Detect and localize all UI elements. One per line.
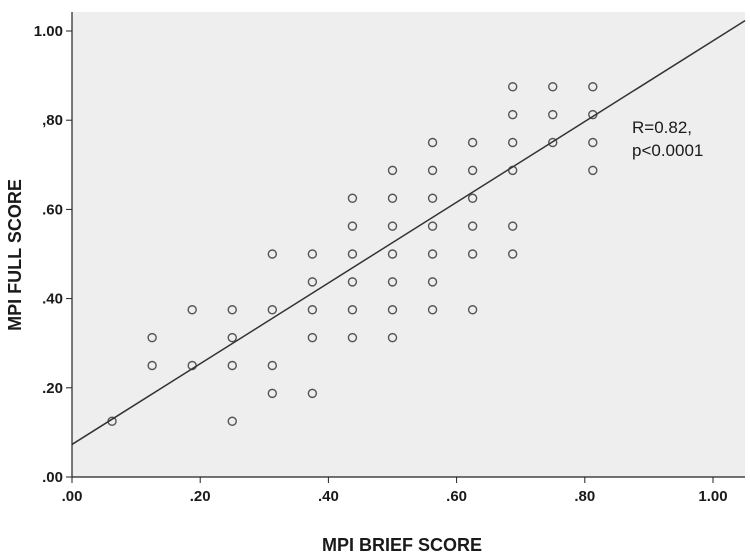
y-tick-label: .20 (42, 380, 63, 397)
data-point (588, 165, 598, 176)
x-axis-title: MPI BRIEF SCORE (322, 535, 482, 555)
data-point (227, 332, 237, 343)
y-tick-label: 1.00 (34, 23, 63, 40)
data-point (387, 221, 398, 231)
data-point (467, 193, 478, 203)
data-point (427, 221, 438, 231)
data-point (427, 165, 438, 176)
data-point (467, 165, 478, 176)
data-point (227, 360, 237, 371)
data-point (507, 249, 518, 259)
data-point (307, 388, 318, 399)
x-tick-label: .60 (446, 488, 467, 505)
data-point (427, 249, 438, 259)
data-point (427, 193, 438, 203)
data-point (307, 305, 318, 315)
data-points (107, 82, 598, 426)
data-point (387, 193, 398, 203)
data-point (347, 221, 358, 231)
data-point (267, 360, 278, 371)
data-point (507, 137, 518, 148)
data-point (347, 277, 358, 287)
data-point (467, 249, 478, 259)
data-point (147, 332, 157, 343)
data-point (307, 249, 318, 259)
x-tick-label: .80 (574, 488, 595, 505)
data-point (507, 109, 518, 120)
data-point (227, 416, 237, 426)
y-tick-label: ,80 (42, 112, 63, 129)
data-point (187, 305, 197, 315)
data-point (467, 137, 478, 148)
plot-area (72, 12, 745, 477)
data-point (548, 82, 558, 92)
data-point (347, 332, 358, 343)
x-tick-label: 1.00 (698, 488, 727, 505)
data-point (347, 305, 358, 315)
data-point (267, 388, 278, 399)
y-tick-label: .60 (42, 201, 63, 218)
data-point (548, 137, 558, 148)
data-point (588, 82, 598, 92)
x-tick-label: .40 (318, 488, 339, 505)
x-tick-label: .20 (190, 488, 211, 505)
annotation-r-value: R=0.82, (632, 118, 692, 137)
data-point (387, 305, 398, 315)
data-point (307, 277, 318, 287)
data-point (267, 249, 278, 259)
data-point (427, 277, 438, 287)
data-point (307, 332, 318, 343)
data-point (467, 305, 478, 315)
regression-line (71, 19, 746, 446)
y-axis-ticks: .00 .20 .40 .60 ,80 1.00 (34, 23, 72, 486)
y-tick-label: .40 (42, 291, 63, 308)
data-point (227, 305, 237, 315)
x-tick-label: .00 (62, 488, 83, 505)
data-point (387, 332, 398, 343)
data-point (347, 249, 358, 259)
annotation-p-value: p<0.0001 (632, 141, 703, 160)
data-point (427, 305, 438, 315)
data-point (507, 82, 518, 92)
y-tick-label: .00 (42, 469, 63, 486)
data-point (387, 277, 398, 287)
data-point (387, 249, 398, 259)
data-point (507, 221, 518, 231)
data-point (147, 360, 157, 371)
data-point (387, 165, 398, 176)
data-point (467, 221, 478, 231)
data-point (347, 193, 358, 203)
x-axis-ticks: .00 .20 .40 .60 .80 1.00 (62, 477, 728, 505)
data-point (548, 109, 558, 120)
y-axis-title: MPI FULL SCORE (5, 179, 25, 331)
data-point (267, 305, 278, 315)
data-point (427, 137, 438, 148)
data-point (588, 137, 598, 148)
